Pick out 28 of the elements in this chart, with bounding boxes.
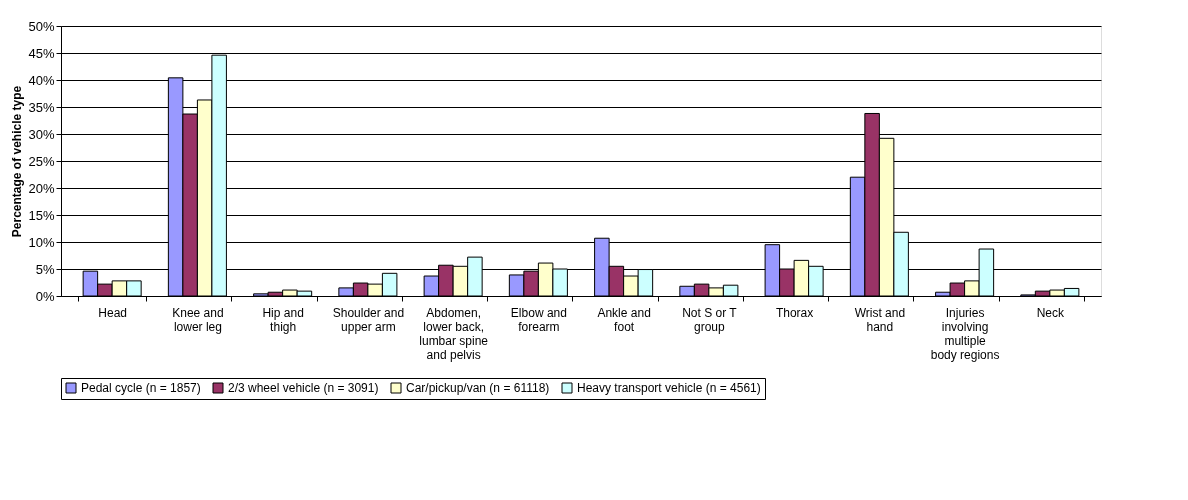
y-tick-label: 40% xyxy=(28,72,55,88)
x-tick-label: Shoulder and upper arm xyxy=(332,305,405,334)
x-tick-label: Neck xyxy=(1036,305,1066,320)
y-tick-label: 25% xyxy=(28,153,55,169)
legend-label: Pedal cycle (n = 1857) xyxy=(81,381,201,395)
x-tick-label: Hip and thigh xyxy=(262,305,304,334)
legend-label: Heavy transport vehicle (n = 4561) xyxy=(577,381,761,395)
y-tick-label: 0% xyxy=(35,288,55,304)
x-tick-label: Wrist and hand xyxy=(854,305,906,334)
x-tick-label: Knee and lower leg xyxy=(172,305,224,334)
x-tick-label: Thorax xyxy=(775,305,814,320)
y-tick-label: 10% xyxy=(28,234,55,250)
y-tick-label: 35% xyxy=(28,99,55,115)
legend-label: Car/pickup/van (n = 61118) xyxy=(406,381,550,395)
legend-label: 2/3 wheel vehicle (n = 3091) xyxy=(228,381,379,395)
y-tick-label: 30% xyxy=(28,126,55,142)
y-axis-title: Percentage of vehicle type xyxy=(10,85,25,238)
y-tick-label: 15% xyxy=(28,207,55,223)
y-tick-label: 50% xyxy=(28,18,55,34)
y-tick-label: 5% xyxy=(35,261,55,277)
x-tick-label: Abdomen, lower back, lumbar spine and pelvis xyxy=(419,305,489,362)
x-tick-label: Elbow and forearm xyxy=(510,305,567,334)
x-tick-label: Ankle and foot xyxy=(597,305,651,334)
y-tick-label: 45% xyxy=(28,45,55,61)
x-tick-label: Not S or T group xyxy=(682,305,738,334)
x-tick-label: Injuries involving multiple body regions xyxy=(930,305,1000,362)
x-tick-label: Head xyxy=(98,305,127,320)
y-tick-label: 20% xyxy=(28,180,55,196)
